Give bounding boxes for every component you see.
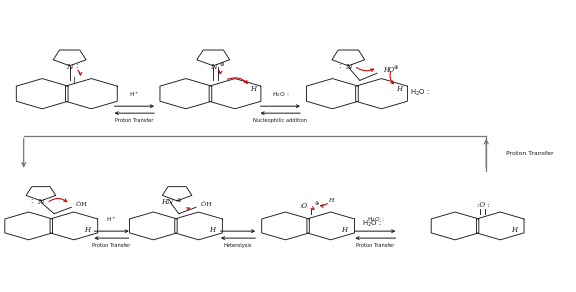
Text: :: : bbox=[338, 63, 340, 69]
Text: H$_2$O :: H$_2$O : bbox=[367, 215, 384, 224]
Text: :O: :O bbox=[300, 202, 308, 210]
Text: H: H bbox=[342, 226, 347, 234]
Text: :ÖH: :ÖH bbox=[199, 202, 211, 207]
Text: Proton Transfer: Proton Transfer bbox=[506, 151, 554, 156]
Text: :O :: :O : bbox=[477, 201, 490, 208]
Text: H: H bbox=[511, 226, 517, 234]
Text: HO: HO bbox=[383, 66, 394, 74]
Text: ⊕: ⊕ bbox=[177, 198, 181, 203]
Text: N: N bbox=[345, 63, 351, 71]
Text: Heterolysis: Heterolysis bbox=[223, 243, 252, 248]
Text: :: : bbox=[75, 63, 78, 69]
Text: N: N bbox=[210, 63, 217, 71]
Text: :ÖH: :ÖH bbox=[74, 202, 87, 207]
Text: H$^+$: H$^+$ bbox=[107, 215, 117, 224]
Text: Proton Transfer: Proton Transfer bbox=[92, 243, 131, 248]
Text: H: H bbox=[209, 226, 215, 234]
Text: H$^+$: H$^+$ bbox=[129, 90, 139, 99]
Text: Proton Transfer: Proton Transfer bbox=[356, 243, 395, 248]
Text: ⊕: ⊕ bbox=[394, 65, 398, 70]
Text: :: : bbox=[31, 198, 33, 204]
Text: H: H bbox=[328, 198, 334, 203]
Text: H: H bbox=[250, 85, 256, 93]
Text: H$_2$O :: H$_2$O : bbox=[271, 90, 289, 99]
Text: H: H bbox=[85, 226, 90, 234]
Text: ⊕: ⊕ bbox=[314, 201, 319, 206]
Text: N: N bbox=[37, 198, 44, 206]
Text: Proton Transfer: Proton Transfer bbox=[115, 118, 153, 124]
Text: N: N bbox=[66, 63, 73, 71]
Text: ⊕: ⊕ bbox=[219, 62, 223, 67]
Text: Nucleophilic addition: Nucleophilic addition bbox=[253, 118, 307, 124]
Text: H$_2$O :: H$_2$O : bbox=[362, 219, 382, 229]
Text: H: H bbox=[396, 85, 403, 93]
Text: HN: HN bbox=[161, 198, 173, 206]
Text: H$_2$O :: H$_2$O : bbox=[411, 88, 430, 98]
